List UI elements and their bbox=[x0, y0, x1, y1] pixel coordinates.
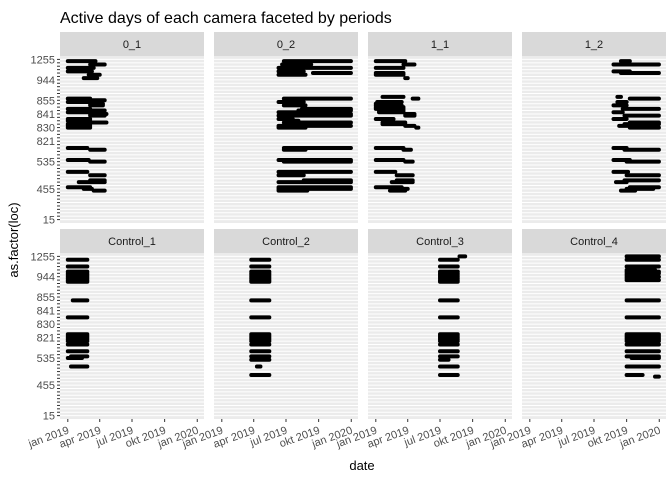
facet-strip-label: Control_1 bbox=[108, 236, 156, 248]
y-tick-label: 841 bbox=[37, 306, 55, 318]
facet-strip bbox=[368, 229, 512, 253]
y-tick-label: 821 bbox=[37, 136, 55, 148]
y-tick-label: 535 bbox=[37, 157, 55, 169]
y-tick-label: 455 bbox=[37, 380, 55, 392]
facet-strip bbox=[522, 32, 666, 56]
x-axis-title: date bbox=[349, 458, 374, 473]
facet-strip-label: 0_1 bbox=[123, 39, 141, 51]
y-axis-title: as.factor(loc) bbox=[6, 202, 21, 277]
y-tick-label: 535 bbox=[37, 353, 55, 365]
facet-strip bbox=[522, 229, 666, 253]
y-tick-label: 944 bbox=[37, 272, 55, 284]
facet-strip-label: 0_2 bbox=[277, 39, 295, 51]
panel-background bbox=[522, 56, 666, 223]
y-tick-label: 821 bbox=[37, 333, 55, 345]
facet-strip-label: Control_4 bbox=[570, 236, 618, 248]
panel-background bbox=[60, 56, 204, 223]
chart-title: Active days of each camera faceted by pe… bbox=[60, 10, 392, 27]
y-tick-label: 1255 bbox=[31, 251, 55, 263]
y-tick-label: 15 bbox=[43, 215, 55, 227]
y-tick-label: 855 bbox=[37, 292, 55, 304]
y-tick-label: 944 bbox=[37, 75, 55, 87]
facet-strip bbox=[214, 229, 358, 253]
facet-strip bbox=[368, 32, 512, 56]
panel-background bbox=[214, 56, 358, 223]
y-tick-label: 830 bbox=[37, 319, 55, 331]
y-tick-label: 855 bbox=[37, 95, 55, 107]
y-tick-label: 1255 bbox=[31, 54, 55, 66]
facet-strip-label: Control_3 bbox=[416, 236, 464, 248]
facet-strip-label: Control_2 bbox=[262, 236, 310, 248]
y-tick-label: 15 bbox=[43, 411, 55, 423]
facet-strip bbox=[60, 229, 204, 253]
panel-background bbox=[214, 253, 358, 419]
y-tick-label: 455 bbox=[37, 184, 55, 196]
facet-strip bbox=[60, 32, 204, 56]
y-tick-label: 841 bbox=[37, 109, 55, 121]
y-tick-label: 830 bbox=[37, 123, 55, 135]
facet-strip-label: 1_1 bbox=[431, 39, 449, 51]
facet-strip bbox=[214, 32, 358, 56]
panel-background bbox=[368, 56, 512, 223]
facet-strip-label: 1_2 bbox=[585, 39, 603, 51]
